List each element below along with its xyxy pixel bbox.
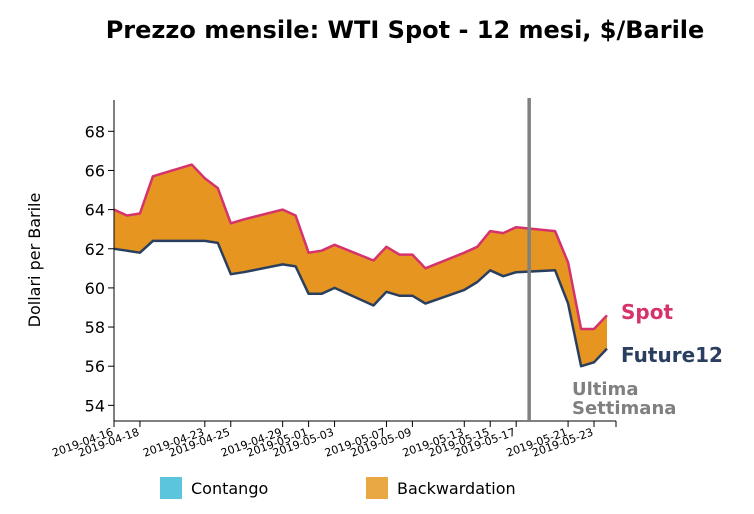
y-axis-label: Dollari per Barile — [25, 193, 44, 328]
legend-swatch-contango — [160, 477, 182, 499]
area-layer — [114, 164, 607, 367]
legend: Contango Backwardation — [160, 477, 516, 499]
legend-label-contango: Contango — [191, 479, 268, 498]
y-tick-label: 60 — [85, 279, 105, 298]
backwardation-area — [114, 164, 607, 367]
last-week-marker: Ultima Settimana — [527, 98, 676, 421]
y-tick-label: 64 — [85, 201, 105, 220]
last-week-label: Ultima Settimana — [572, 379, 676, 419]
series-label-spot: Spot — [621, 300, 673, 324]
legend-swatch-backwardation — [366, 477, 388, 499]
y-tick-label: 54 — [85, 396, 105, 415]
series-label-future12: Future12 — [621, 343, 723, 367]
legend-label-backwardation: Backwardation — [397, 479, 516, 498]
y-tick-label: 56 — [85, 357, 105, 376]
y-tick-label: 66 — [85, 161, 105, 180]
chart-title: Prezzo mensile: WTI Spot - 12 mesi, $/Ba… — [106, 16, 705, 44]
y-tick-label: 62 — [85, 240, 105, 259]
y-tick-label: 58 — [85, 318, 105, 337]
series-labels: Spot Future12 — [621, 300, 723, 367]
y-tick-label: 68 — [85, 122, 105, 141]
